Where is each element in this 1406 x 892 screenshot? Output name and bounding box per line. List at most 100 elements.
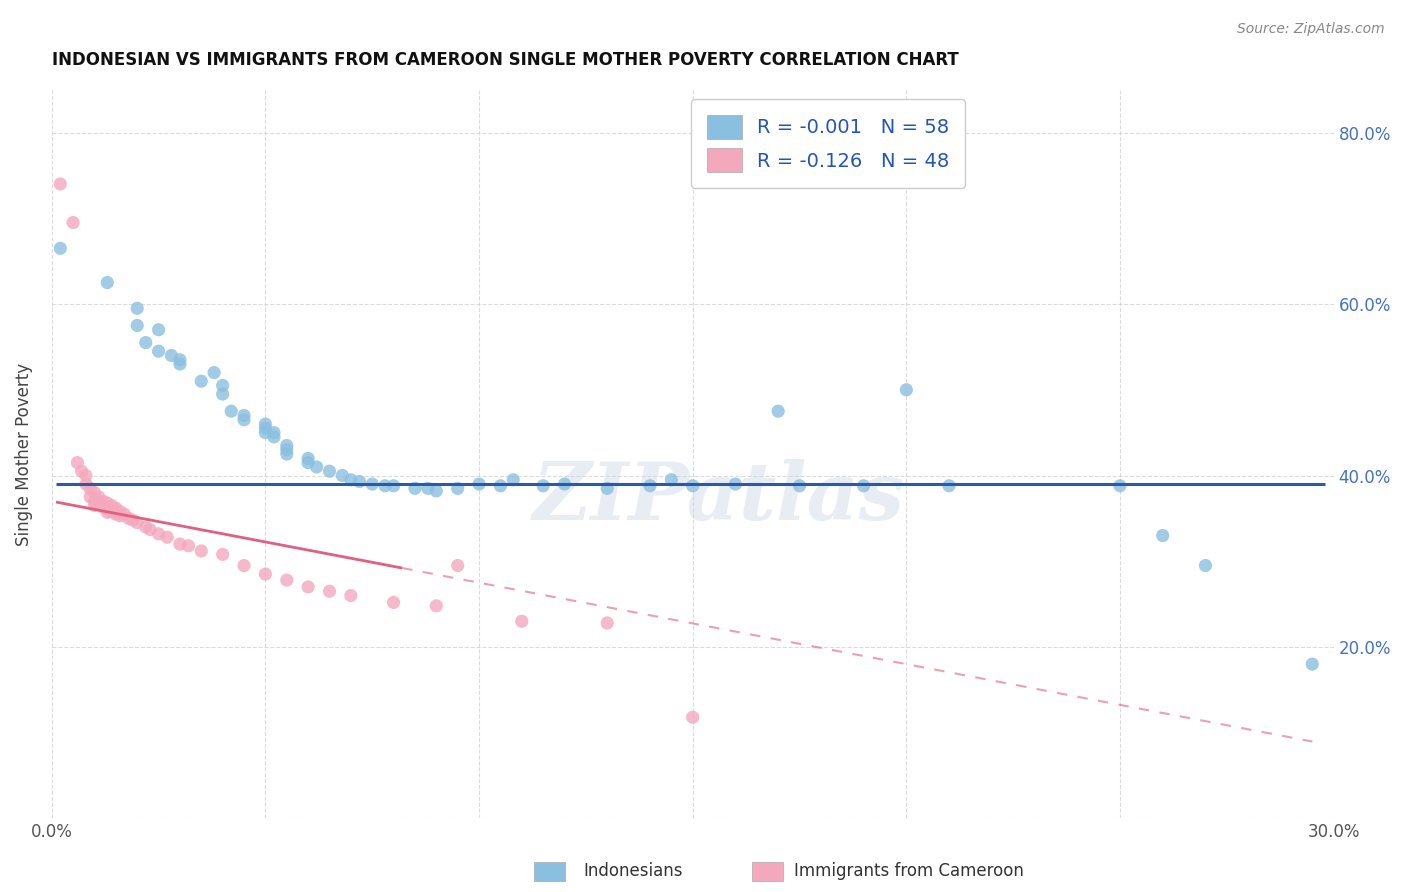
- Point: [96, 505, 118, 519]
- Point: [177, 539, 200, 553]
- Point: [340, 589, 363, 603]
- Text: Source: ZipAtlas.com: Source: ZipAtlas.com: [1237, 22, 1385, 37]
- Point: [254, 421, 277, 435]
- Point: [254, 567, 277, 582]
- Point: [233, 409, 256, 423]
- Point: [447, 481, 470, 495]
- Point: [100, 504, 122, 518]
- Point: [502, 473, 524, 487]
- Point: [276, 573, 298, 587]
- Point: [112, 507, 135, 521]
- Point: [62, 216, 84, 230]
- Point: [156, 530, 179, 544]
- Point: [104, 507, 127, 521]
- Point: [896, 383, 918, 397]
- Point: [682, 479, 704, 493]
- Point: [148, 526, 170, 541]
- Point: [127, 301, 149, 316]
- Point: [104, 501, 127, 516]
- Point: [135, 520, 157, 534]
- Point: [489, 479, 512, 493]
- Point: [211, 548, 233, 562]
- Text: Immigrants from Cameroon: Immigrants from Cameroon: [794, 862, 1024, 880]
- Point: [96, 496, 118, 510]
- Point: [135, 335, 157, 350]
- Point: [382, 595, 405, 609]
- Point: [49, 177, 72, 191]
- Point: [382, 479, 405, 493]
- Point: [531, 479, 554, 493]
- Point: [211, 378, 233, 392]
- Legend: R = -0.001   N = 58, R = -0.126   N = 48: R = -0.001 N = 58, R = -0.126 N = 48: [692, 99, 965, 187]
- Point: [127, 516, 149, 530]
- Point: [108, 508, 131, 523]
- Point: [318, 584, 340, 599]
- Point: [852, 479, 875, 493]
- Point: [425, 599, 447, 613]
- Point: [276, 442, 298, 457]
- Point: [404, 481, 426, 495]
- Point: [100, 499, 122, 513]
- Point: [190, 374, 212, 388]
- Point: [108, 504, 131, 518]
- Point: [148, 344, 170, 359]
- Point: [340, 473, 363, 487]
- Point: [83, 485, 105, 500]
- Point: [297, 456, 319, 470]
- Point: [297, 451, 319, 466]
- Point: [425, 483, 447, 498]
- Text: INDONESIAN VS IMMIGRANTS FROM CAMEROON SINGLE MOTHER POVERTY CORRELATION CHART: INDONESIAN VS IMMIGRANTS FROM CAMEROON S…: [52, 51, 959, 69]
- Point: [190, 544, 212, 558]
- Point: [596, 481, 619, 495]
- Point: [1194, 558, 1216, 573]
- Point: [118, 511, 141, 525]
- Point: [318, 464, 340, 478]
- Point: [263, 425, 285, 440]
- Point: [510, 614, 533, 628]
- Point: [682, 710, 704, 724]
- Point: [789, 479, 811, 493]
- Point: [659, 473, 682, 487]
- Point: [305, 459, 328, 474]
- Point: [211, 387, 233, 401]
- Point: [766, 404, 789, 418]
- Point: [1152, 528, 1174, 542]
- Point: [91, 494, 114, 508]
- Point: [1109, 479, 1132, 493]
- Point: [202, 366, 225, 380]
- Point: [330, 468, 353, 483]
- Point: [638, 479, 661, 493]
- Point: [160, 349, 183, 363]
- Point: [148, 323, 170, 337]
- Point: [349, 475, 371, 489]
- Point: [416, 481, 439, 495]
- Point: [276, 438, 298, 452]
- Text: ZIPatlas: ZIPatlas: [533, 459, 904, 537]
- Point: [169, 537, 191, 551]
- Point: [96, 502, 118, 516]
- Point: [254, 417, 277, 431]
- Point: [297, 580, 319, 594]
- Point: [468, 477, 491, 491]
- Point: [49, 241, 72, 255]
- Point: [87, 490, 110, 504]
- Point: [96, 276, 118, 290]
- Point: [83, 499, 105, 513]
- Point: [122, 513, 145, 527]
- Point: [75, 468, 97, 483]
- Point: [91, 500, 114, 515]
- Y-axis label: Single Mother Poverty: Single Mother Poverty: [15, 362, 32, 546]
- Point: [79, 490, 101, 504]
- Text: Indonesians: Indonesians: [583, 862, 683, 880]
- Point: [87, 496, 110, 510]
- Point: [83, 494, 105, 508]
- Point: [361, 477, 384, 491]
- Point: [169, 352, 191, 367]
- Point: [169, 357, 191, 371]
- Point: [127, 318, 149, 333]
- Point: [66, 456, 89, 470]
- Point: [70, 464, 93, 478]
- Point: [276, 447, 298, 461]
- Point: [79, 481, 101, 495]
- Point: [139, 523, 162, 537]
